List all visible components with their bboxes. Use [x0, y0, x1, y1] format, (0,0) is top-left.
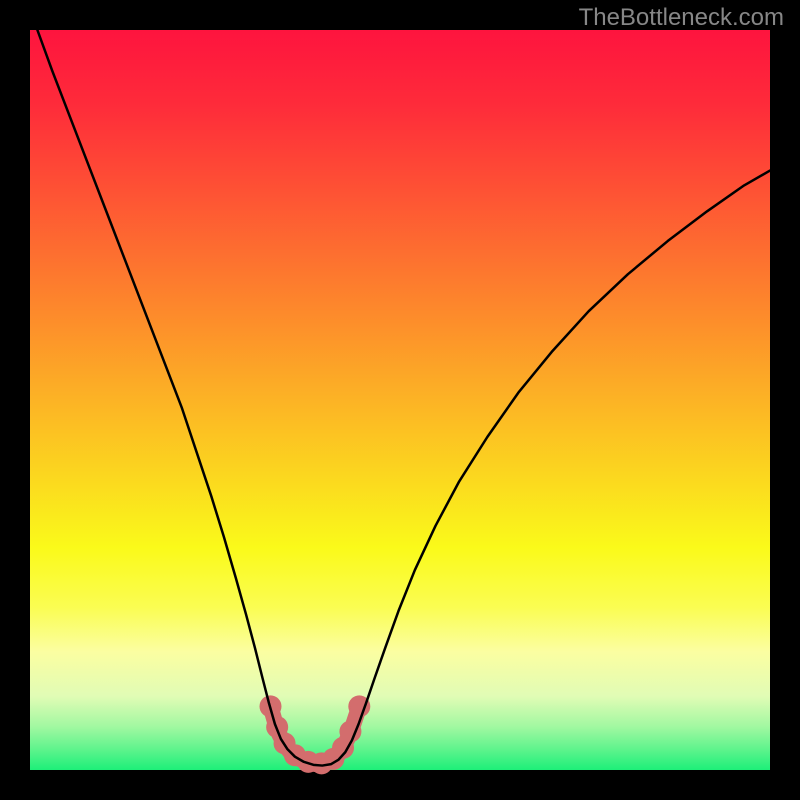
bottleneck-curve-chart: [0, 0, 800, 800]
watermark-text: TheBottleneck.com: [579, 4, 784, 32]
chart-canvas: TheBottleneck.com: [0, 0, 800, 800]
plot-background: [30, 30, 770, 770]
